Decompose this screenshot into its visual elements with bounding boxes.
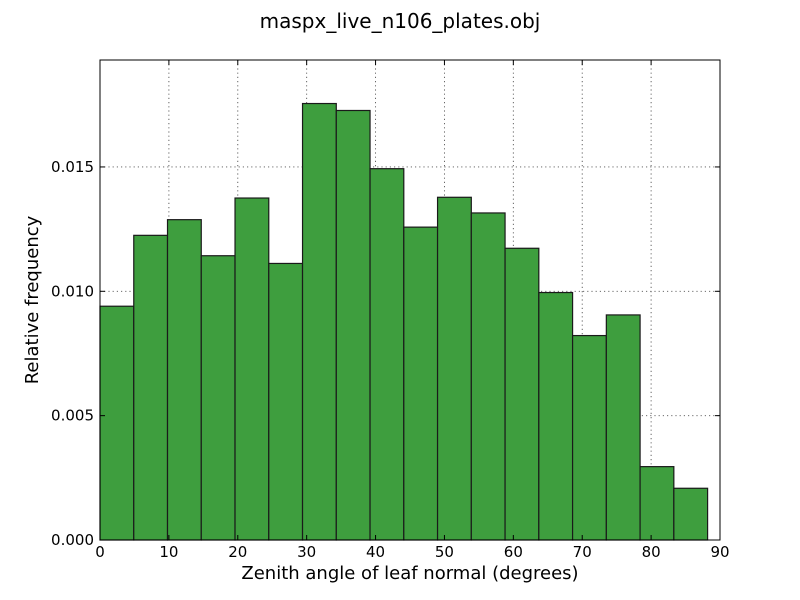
histogram-bar	[335, 109, 371, 541]
y-axis-label: Relative frequency	[22, 215, 43, 384]
histogram-bar	[99, 305, 135, 541]
x-tick-label: 0	[95, 543, 105, 561]
x-tick-label: 10	[159, 543, 178, 561]
histogram-bar	[200, 255, 236, 541]
histogram-bar	[639, 466, 675, 541]
y-tick-label: 0.010	[51, 282, 94, 300]
x-tick-label: 80	[642, 543, 661, 561]
bars-layer	[99, 102, 709, 541]
x-tick-label: 50	[435, 543, 454, 561]
x-tick-label: 40	[366, 543, 385, 561]
histogram-bar	[436, 196, 472, 541]
y-tick-label: 0.015	[51, 158, 94, 176]
x-tick-label: 70	[573, 543, 592, 561]
histogram-bar	[538, 291, 574, 541]
chart-title: maspx_live_n106_plates.obj	[260, 9, 541, 33]
x-tick-label: 90	[710, 543, 729, 561]
x-tick-label: 20	[228, 543, 247, 561]
x-tick-label: 60	[504, 543, 523, 561]
histogram-bar	[301, 102, 337, 541]
histogram-bar	[470, 212, 506, 541]
histogram-bar	[268, 262, 304, 541]
histogram-bar	[403, 226, 439, 541]
ticks-layer	[99, 60, 721, 541]
plot-frame	[99, 59, 721, 541]
x-axis-label: Zenith angle of leaf normal (degrees)	[241, 563, 578, 584]
histogram-bar	[571, 334, 607, 541]
histogram-bar	[166, 219, 202, 541]
tick-labels-layer: 0 10 20 30 40 50 60 70 80 90 0.000 0.005 0.010 0.015	[51, 158, 730, 561]
histogram-bar	[133, 234, 169, 541]
histogram-bar	[504, 247, 540, 541]
histogram-bar	[673, 487, 709, 541]
histogram-bar	[234, 197, 270, 541]
histogram-bar	[605, 314, 641, 541]
histogram-bar	[369, 168, 405, 541]
y-tick-label: 0.005	[51, 407, 94, 425]
x-tick-label: 30	[297, 543, 316, 561]
y-tick-label: 0.000	[51, 531, 94, 549]
